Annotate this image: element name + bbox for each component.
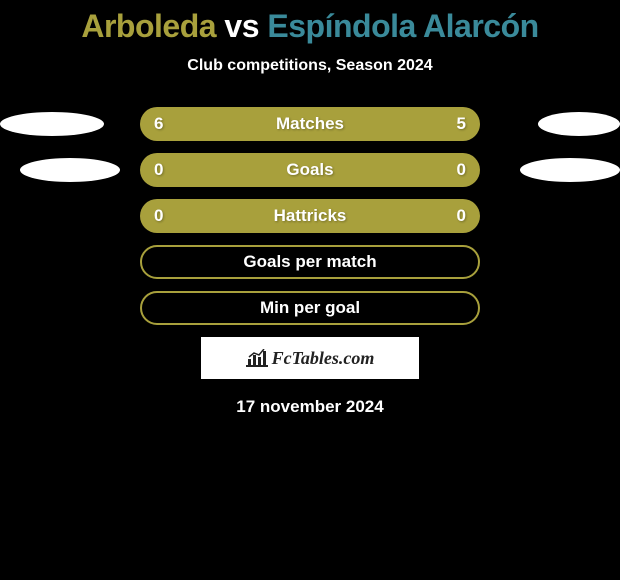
logo-box: FcTables.com [201,337,419,379]
ellipse-right [538,112,620,136]
stat-bar: 6Matches5 [140,107,480,141]
right-spacer [498,158,620,182]
left-spacer [0,158,122,182]
stat-value-right: 5 [457,114,466,134]
stat-value-left: 6 [154,114,163,134]
stat-value-left: 0 [154,160,163,180]
stat-label: Min per goal [142,298,478,318]
stat-row: 0Goals0 [0,153,620,187]
left-spacer [0,112,122,136]
stat-label: Goals per match [142,252,478,272]
logo-text: FcTables.com [272,348,375,369]
ellipse-left [20,158,120,182]
subtitle: Club competitions, Season 2024 [0,57,620,75]
vs-text: vs [224,8,259,44]
stat-value-right: 0 [457,160,466,180]
stat-label: Matches [140,114,480,134]
chart-icon [246,349,268,367]
page-title: Arboleda vs Espíndola Alarcón [0,8,620,45]
stat-bar: Goals per match [140,245,480,279]
stat-bar: 0Hattricks0 [140,199,480,233]
stat-bar: Min per goal [140,291,480,325]
stat-row: 0Hattricks0 [0,199,620,233]
stat-row: Min per goal [0,291,620,325]
ellipse-right [520,158,620,182]
stat-label: Goals [140,160,480,180]
comparison-infographic: Arboleda vs Espíndola Alarcón Club compe… [0,0,620,417]
stat-label: Hattricks [140,206,480,226]
stats-container: 6Matches50Goals00Hattricks0Goals per mat… [0,107,620,325]
date: 17 november 2024 [0,397,620,417]
player1-name: Arboleda [81,8,216,44]
stat-row: 6Matches5 [0,107,620,141]
stat-value-left: 0 [154,206,163,226]
ellipse-left [0,112,104,136]
player2-name: Espíndola Alarcón [267,8,538,44]
stat-row: Goals per match [0,245,620,279]
right-spacer [498,112,620,136]
stat-bar: 0Goals0 [140,153,480,187]
stat-value-right: 0 [457,206,466,226]
